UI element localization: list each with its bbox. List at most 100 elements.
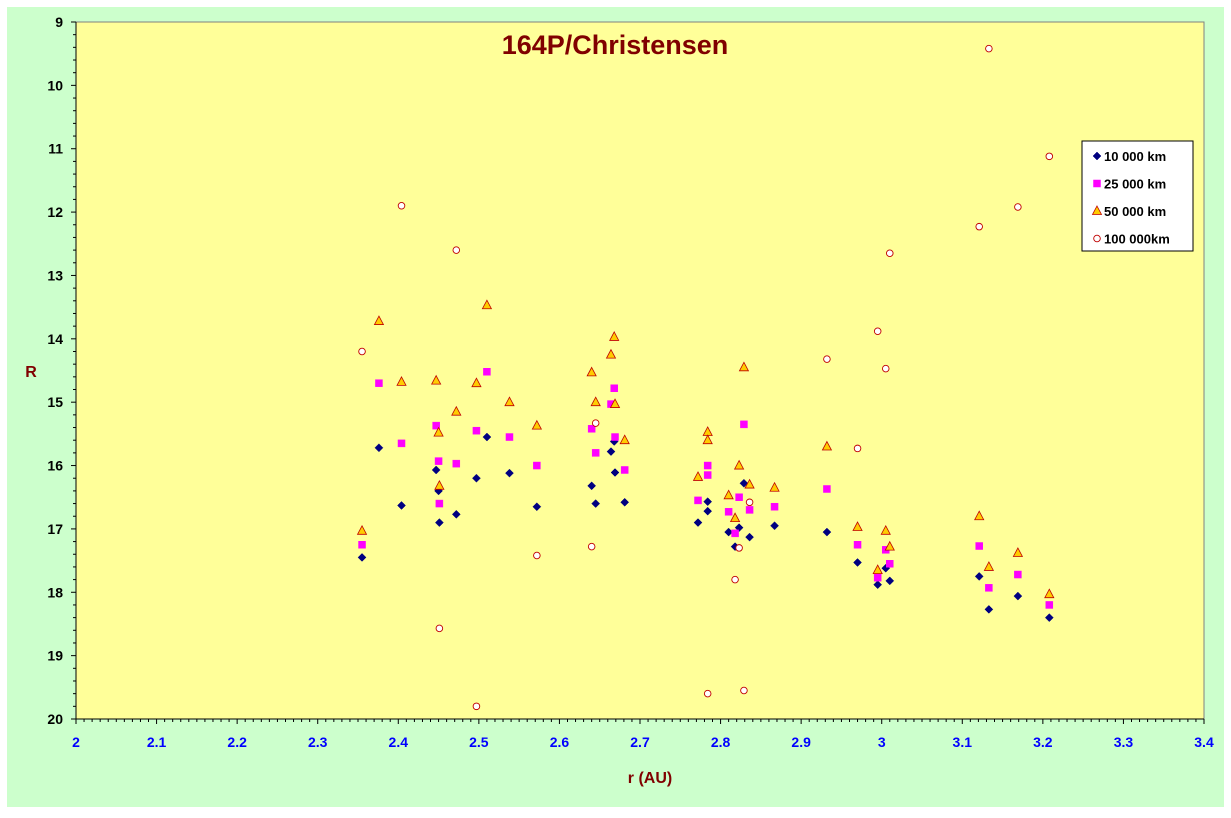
point-50000km	[974, 510, 985, 521]
legend-label: 10 000 km	[1104, 149, 1166, 164]
series-diamond	[357, 432, 1054, 622]
point-100000km	[435, 624, 444, 633]
point-10000km	[591, 499, 601, 508]
y-tick-label: 14	[47, 331, 63, 347]
point-50000km	[356, 524, 368, 535]
point-100000km	[472, 702, 481, 711]
point-100000km	[731, 575, 739, 584]
point-25000km	[358, 541, 366, 549]
x-tick-label: 2.3	[308, 734, 328, 750]
point-25000km	[483, 368, 491, 376]
point-10000km	[374, 443, 384, 453]
point-100000km	[985, 44, 993, 53]
x-tick-label: 3.3	[1114, 734, 1134, 750]
point-100000km	[703, 689, 712, 698]
point-10000km	[482, 432, 492, 442]
chart-title: 164P/Christensen	[502, 30, 729, 60]
point-25000km	[591, 449, 600, 457]
point-50000km	[872, 564, 883, 574]
point-100000km	[823, 355, 831, 363]
legend: 10 000 km 25 000 km 50 000 km 100 000km	[1081, 140, 1194, 252]
point-50000km	[471, 377, 482, 388]
legend-item: 25 000 km	[1093, 177, 1166, 192]
x-tick-label: 2	[72, 734, 80, 750]
y-tick-label: 20	[47, 711, 63, 727]
y-tick-label: 11	[48, 141, 63, 157]
point-25000km	[587, 425, 596, 433]
x-tick-label: 2.5	[469, 734, 489, 750]
point-25000km	[731, 529, 739, 538]
data-marks	[356, 44, 1055, 711]
point-10000km	[770, 521, 779, 531]
legend-marker-square	[1093, 179, 1101, 188]
point-100000km	[452, 246, 461, 254]
point-25000km	[770, 502, 779, 511]
point-50000km	[821, 440, 833, 451]
point-10000km	[693, 518, 703, 527]
point-50000km	[744, 478, 755, 489]
point-25000km	[1014, 570, 1022, 579]
point-10000km	[1044, 613, 1054, 622]
point-25000km	[745, 506, 754, 514]
point-50000km	[702, 434, 713, 445]
point-10000km	[745, 532, 754, 542]
legend-item: 10 000 km	[1092, 149, 1166, 164]
point-50000km	[605, 348, 617, 359]
point-100000km	[587, 542, 596, 551]
point-100000km	[975, 222, 983, 231]
point-50000km	[723, 489, 734, 500]
point-100000km	[745, 498, 754, 507]
y-tick-label: 19	[47, 648, 63, 664]
legend-item: 100 000km	[1093, 232, 1170, 247]
point-50000km	[434, 479, 445, 490]
point-25000km	[735, 493, 743, 501]
point-50000km	[983, 561, 995, 571]
x-axis-label: r (AU)	[628, 770, 672, 787]
point-50000km	[884, 540, 895, 551]
point-50000km	[852, 521, 863, 531]
point-50000km	[880, 524, 891, 535]
point-25000km	[823, 485, 831, 493]
y-tick-label: 12	[47, 204, 63, 220]
y-tick-label: 9	[55, 14, 63, 30]
legend-label: 50 000 km	[1104, 204, 1166, 219]
point-50000km	[1044, 588, 1055, 599]
point-10000km	[357, 553, 367, 562]
point-25000km	[853, 541, 862, 549]
x-tick-label: 2.4	[389, 734, 409, 750]
point-100000km	[397, 202, 406, 210]
point-50000km	[738, 361, 750, 372]
point-10000km	[620, 497, 630, 507]
point-10000km	[587, 481, 597, 491]
point-100000km	[740, 686, 748, 695]
point-10000km	[610, 468, 620, 477]
x-tick-label: 3.4	[1194, 734, 1214, 750]
point-100000km	[881, 364, 890, 373]
x-tick-label: 2.8	[711, 734, 731, 750]
point-25000km	[432, 421, 440, 430]
x-tick-label: 2.9	[791, 734, 811, 750]
point-25000km	[434, 457, 443, 465]
point-50000km	[586, 366, 597, 377]
plot-area	[75, 21, 1205, 720]
series-circle	[358, 44, 1054, 711]
y-tick-label: 17	[47, 521, 63, 537]
point-10000km	[703, 506, 713, 516]
x-tick-label: 2.6	[550, 734, 570, 750]
point-10000km	[739, 478, 749, 488]
point-25000km	[611, 433, 619, 441]
point-25000km	[740, 420, 748, 429]
point-50000km	[451, 405, 462, 416]
point-10000km	[873, 580, 883, 590]
point-10000km	[853, 558, 862, 567]
point-25000km	[873, 573, 882, 582]
point-100000km	[1045, 152, 1054, 161]
legend-item: 50 000 km	[1091, 204, 1166, 219]
point-50000km	[433, 426, 444, 437]
series-triangle	[356, 299, 1055, 599]
point-25000km	[724, 508, 733, 516]
point-25000km	[375, 379, 383, 387]
point-50000km	[692, 471, 704, 481]
point-100000km	[735, 544, 743, 552]
